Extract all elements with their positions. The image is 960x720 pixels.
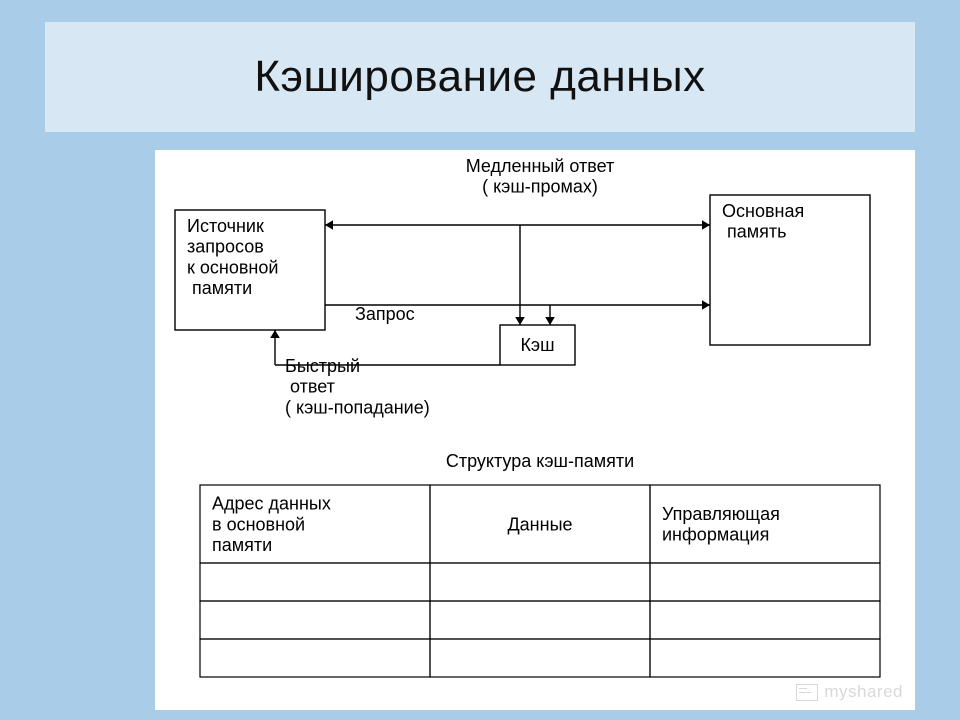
table-row (200, 601, 430, 639)
node-cache-label: Кэш (520, 335, 554, 355)
content-panel: Источникзапросовк основной памятиОсновна… (155, 150, 915, 710)
table-row (650, 639, 880, 677)
slide-title: Кэширование данных (254, 52, 705, 102)
cache-diagram: Источникзапросовк основной памятиОсновна… (155, 150, 915, 710)
table-header-label-1: Данные (507, 514, 572, 534)
label-request: Запрос (355, 304, 415, 324)
table-row (200, 563, 430, 601)
watermark-icon (796, 684, 818, 701)
table-row (430, 563, 650, 601)
table-row (430, 601, 650, 639)
title-bar: Кэширование данных (45, 22, 915, 132)
table-row (650, 601, 880, 639)
watermark-text: myshared (824, 682, 903, 702)
watermark: myshared (796, 682, 903, 702)
label-slow: Медленный ответ( кэш-промах) (466, 156, 615, 197)
table-header-label-2: Управляющаяинформация (662, 504, 780, 545)
table-row (430, 639, 650, 677)
table-title: Структура кэш-памяти (446, 451, 634, 471)
slide: Кэширование данных Источникзапросовк осн… (0, 0, 960, 720)
table-row (650, 563, 880, 601)
table-row (200, 639, 430, 677)
table-header-label-0: Адрес данныхв основнойпамяти (212, 494, 331, 555)
